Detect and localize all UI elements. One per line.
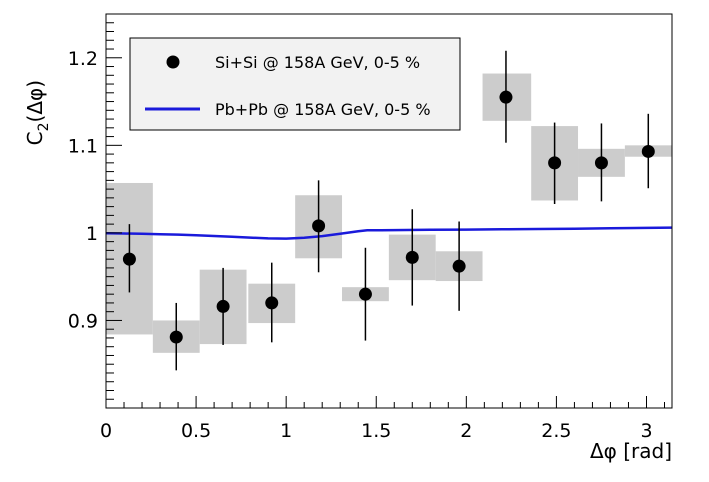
data-point-10 xyxy=(594,156,608,170)
data-points-layer xyxy=(122,50,655,371)
data-point-0 xyxy=(122,252,136,266)
model-line-layer xyxy=(105,226,673,240)
y-axis-title: C2(Δφ) xyxy=(23,80,52,145)
data-point-6 xyxy=(405,250,419,264)
y-tick-label-2: 1.1 xyxy=(68,135,98,157)
x-axis-title: Δφ [rad] xyxy=(590,439,672,463)
plot-border xyxy=(105,13,673,409)
x-tick-label-2: 1 xyxy=(280,420,292,442)
svg-text:C2(Δφ): C2(Δφ) xyxy=(23,80,52,145)
axis-ticks-layer: 0 0.5 1 1.5 2 2.5 3 0.9 1 1.1 1.2 xyxy=(68,22,666,442)
y-axis-title-sub: 2 xyxy=(36,122,52,131)
x-tick-label-5: 2.5 xyxy=(541,420,571,442)
data-point-11 xyxy=(641,144,655,158)
x-tick-label-3: 1.5 xyxy=(361,420,391,442)
data-point-9 xyxy=(548,156,562,170)
data-point-3 xyxy=(265,296,279,310)
data-point-1 xyxy=(169,330,183,344)
plot-frame xyxy=(105,13,673,409)
y-axis-title-arg: (Δφ) xyxy=(23,80,47,122)
legend-label-sisi: Si+Si @ 158A GeV, 0-5 % xyxy=(215,53,420,72)
data-point-7 xyxy=(452,259,466,273)
pbpb-line xyxy=(105,226,673,240)
x-tick-label-4: 2 xyxy=(460,420,472,442)
y-axis-title-main: C xyxy=(23,131,47,145)
data-point-2 xyxy=(216,299,230,313)
data-point-5 xyxy=(358,287,372,301)
legend-marker-sisi xyxy=(166,55,180,69)
y-tick-label-3: 1.2 xyxy=(68,48,98,70)
y-tick-label-0: 0.9 xyxy=(68,310,98,332)
x-tick-label-6: 3 xyxy=(640,420,652,442)
data-point-4 xyxy=(312,219,326,233)
y-tick-label-1: 1 xyxy=(86,223,98,245)
legend: Si+Si @ 158A GeV, 0-5 % Pb+Pb @ 158A GeV… xyxy=(129,37,461,131)
legend-box xyxy=(129,37,461,131)
x-tick-label-0: 0 xyxy=(100,420,112,442)
data-point-8 xyxy=(499,90,513,104)
x-tick-label-1: 0.5 xyxy=(181,420,211,442)
legend-label-pbpb: Pb+Pb @ 158A GeV, 0-5 % xyxy=(215,100,431,119)
